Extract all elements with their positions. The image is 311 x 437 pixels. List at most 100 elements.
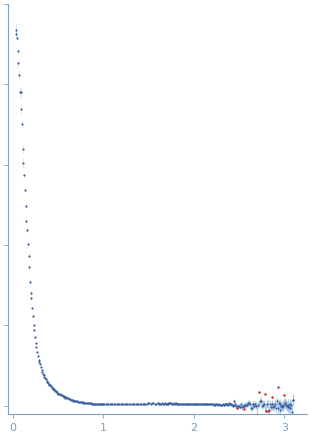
- Point: [35, 352, 40, 359]
- Point: [219, 402, 224, 409]
- Point: [267, 400, 272, 407]
- Point: [30, 305, 35, 312]
- Point: [245, 401, 250, 408]
- Point: [94, 400, 99, 407]
- Point: [79, 399, 84, 406]
- Point: [40, 370, 45, 377]
- Point: [289, 402, 294, 409]
- Point: [167, 400, 172, 407]
- Point: [76, 398, 81, 405]
- Point: [184, 400, 189, 407]
- Point: [255, 411, 260, 418]
- Point: [187, 400, 192, 407]
- Point: [217, 401, 222, 408]
- Point: [158, 400, 163, 407]
- Point: [114, 401, 119, 408]
- Point: [257, 398, 262, 405]
- Point: [61, 393, 66, 400]
- Point: [203, 401, 208, 408]
- Point: [45, 379, 50, 386]
- Point: [139, 400, 144, 407]
- Point: [284, 402, 289, 409]
- Point: [279, 404, 284, 411]
- Point: [264, 407, 269, 414]
- Point: [123, 401, 128, 408]
- Point: [48, 382, 53, 389]
- Point: [221, 401, 226, 408]
- Point: [251, 401, 256, 408]
- Point: [216, 401, 221, 408]
- Point: [201, 401, 206, 408]
- Point: [49, 383, 53, 390]
- Point: [222, 401, 227, 408]
- Point: [163, 400, 168, 407]
- Point: [155, 400, 160, 407]
- Point: [19, 105, 24, 112]
- Point: [289, 408, 294, 415]
- Point: [240, 402, 245, 409]
- Point: [89, 400, 94, 407]
- Point: [169, 400, 174, 407]
- Point: [42, 374, 47, 381]
- Point: [224, 401, 229, 408]
- Point: [269, 393, 274, 400]
- Point: [21, 159, 26, 166]
- Point: [142, 400, 146, 407]
- Point: [27, 279, 32, 286]
- Point: [194, 400, 199, 407]
- Point: [71, 397, 76, 404]
- Point: [148, 400, 153, 407]
- Point: [249, 404, 254, 411]
- Point: [260, 412, 265, 419]
- Point: [259, 402, 264, 409]
- Point: [13, 27, 18, 34]
- Point: [128, 400, 133, 407]
- Point: [248, 404, 253, 411]
- Point: [132, 400, 137, 407]
- Point: [50, 385, 55, 392]
- Point: [16, 60, 21, 67]
- Point: [43, 375, 48, 382]
- Point: [274, 398, 279, 405]
- Point: [169, 400, 174, 407]
- Point: [238, 401, 243, 408]
- Point: [93, 400, 98, 407]
- Point: [102, 401, 107, 408]
- Point: [53, 388, 58, 395]
- Point: [126, 400, 131, 407]
- Point: [290, 397, 295, 404]
- Point: [164, 400, 169, 407]
- Point: [196, 401, 201, 408]
- Point: [56, 390, 61, 397]
- Point: [286, 401, 291, 408]
- Point: [63, 394, 68, 401]
- Point: [175, 400, 180, 407]
- Point: [110, 401, 115, 408]
- Point: [85, 399, 90, 406]
- Point: [179, 400, 184, 407]
- Point: [165, 400, 170, 407]
- Point: [46, 381, 51, 388]
- Point: [220, 400, 225, 407]
- Point: [241, 402, 246, 409]
- Point: [91, 400, 96, 407]
- Point: [38, 361, 43, 368]
- Point: [207, 401, 212, 408]
- Point: [69, 396, 74, 403]
- Point: [43, 375, 48, 382]
- Point: [223, 400, 228, 407]
- Point: [272, 402, 277, 409]
- Point: [67, 395, 72, 402]
- Point: [207, 401, 211, 408]
- Point: [95, 400, 100, 407]
- Point: [98, 401, 103, 408]
- Point: [236, 403, 241, 410]
- Point: [170, 400, 175, 407]
- Point: [281, 392, 286, 399]
- Point: [247, 400, 252, 407]
- Point: [172, 400, 177, 407]
- Point: [271, 403, 276, 410]
- Point: [263, 391, 268, 398]
- Point: [256, 402, 261, 409]
- Point: [265, 400, 270, 407]
